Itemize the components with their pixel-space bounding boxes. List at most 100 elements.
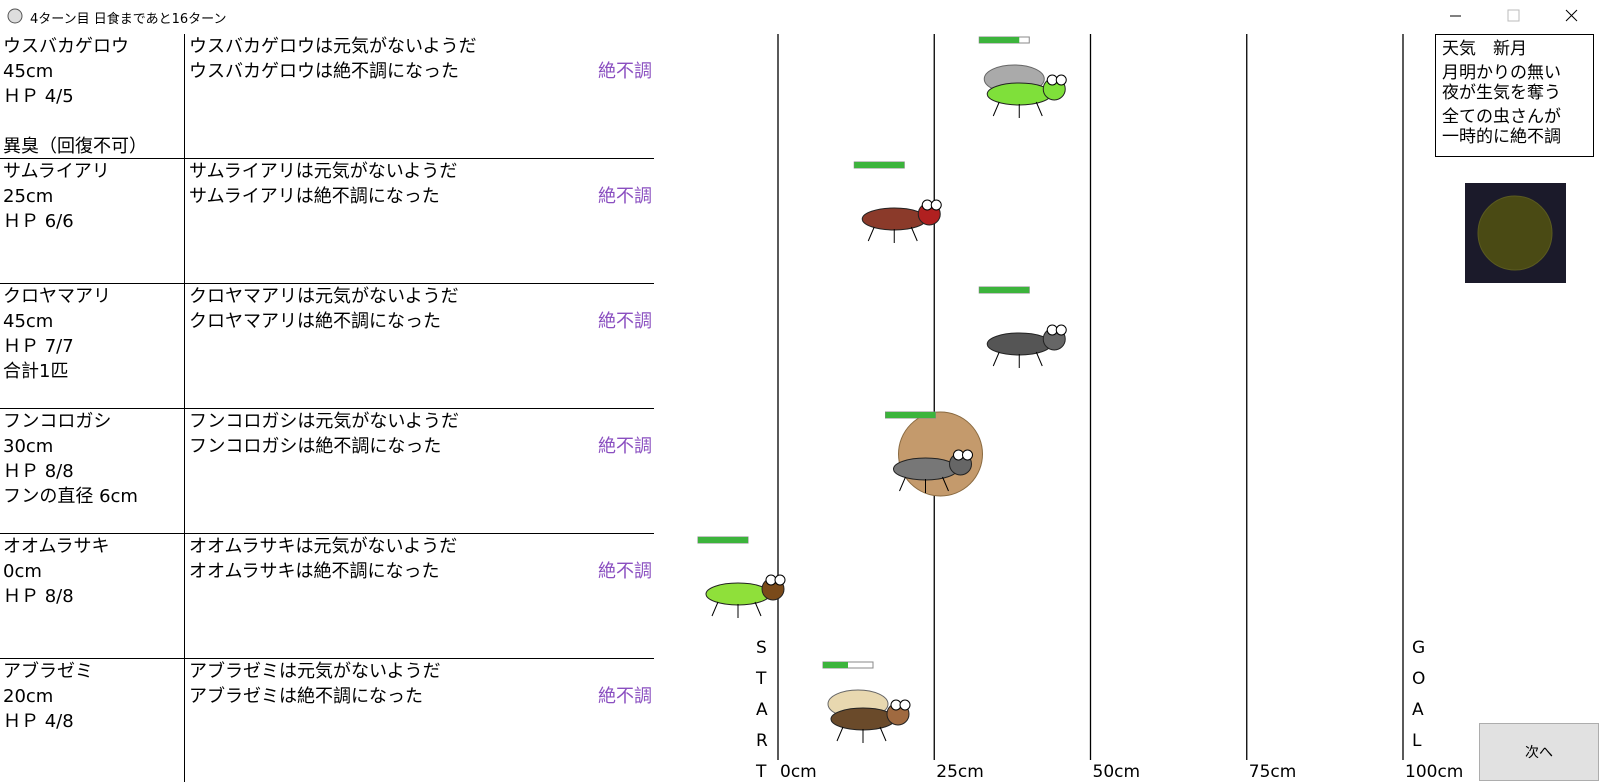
- racer-messages: フンコロガシは元気がないようだ フンコロガシは絶不調になった: [189, 409, 459, 459]
- message-line: ウスバカゲロウは元気がないようだ: [189, 36, 477, 57]
- window-chrome: [7, 8, 1578, 24]
- bug-body: [861, 207, 927, 231]
- weather-line: 夜が生気を奪う: [1442, 83, 1561, 103]
- racer-hp: ＨＰ 4/8: [3, 711, 74, 732]
- start-letter: R: [756, 731, 768, 751]
- bug-body: [986, 82, 1052, 106]
- racer-position: 20cm: [3, 686, 54, 707]
- message-line: アブラゼミは元気がないようだ: [189, 661, 441, 682]
- message-line: フンコロガシは絶不調になった: [189, 436, 442, 457]
- bug-eye: [1055, 74, 1067, 86]
- hp-bar: [885, 412, 936, 418]
- racer-position: 0cm: [3, 561, 42, 582]
- racer-messages: アブラゼミは元気がないようだ アブラゼミは絶不調になった: [189, 659, 441, 709]
- racer-position: 30cm: [3, 436, 54, 457]
- racer-messages: オオムラサキは元気がないようだ オオムラサキは絶不調になった: [189, 534, 457, 584]
- message-line: オオムラサキは絶不調になった: [189, 561, 440, 582]
- racer-status: 絶不調: [598, 311, 652, 332]
- bug-body: [986, 332, 1052, 356]
- goal-letter: L: [1412, 731, 1422, 751]
- bug-sprite: [861, 199, 942, 243]
- hp-bar: [823, 662, 848, 668]
- hp-bar: [979, 37, 1020, 43]
- bug-legs: [711, 601, 762, 618]
- message-line: オオムラサキは元気がないようだ: [189, 536, 458, 557]
- bug-sprite: [983, 64, 1067, 118]
- racer-position: 25cm: [3, 186, 54, 207]
- weather-title: 天気 新月: [1442, 39, 1527, 59]
- racer-messages: クロヤマアリは元気がないようだ クロヤマアリは絶不調になった: [189, 284, 459, 334]
- racer-name: オオムラサキ: [3, 536, 110, 557]
- racer-messages: サムライアリは元気がないようだ サムライアリは絶不調になった: [189, 159, 457, 209]
- distance-label: 100cm: [1405, 762, 1463, 782]
- racer-position: 45cm: [3, 61, 54, 82]
- distance-label: 50cm: [1093, 762, 1141, 782]
- window-title: 4ターン目 日食まであと16ターン: [30, 12, 227, 27]
- message-line: サムライアリは絶不調になった: [189, 186, 440, 207]
- racer-name: フンコロガシ: [3, 411, 112, 432]
- goal-letter: O: [1412, 669, 1425, 689]
- bug-eye: [930, 199, 942, 211]
- title-bar: 4ターン目 日食まであと16ターン: [0, 0, 1602, 32]
- bug-legs: [867, 226, 918, 243]
- racer-note: 合計1匹: [3, 361, 69, 382]
- racer-hp: ＨＰ 7/7: [3, 336, 74, 357]
- hp-bar: [979, 287, 1030, 293]
- message-line: クロヤマアリは絶不調になった: [189, 311, 441, 332]
- message-line: サムライアリは元気がないようだ: [189, 161, 458, 182]
- weather-effect: 月明かりの無い 夜が生気を奪う: [1442, 63, 1587, 103]
- goal-letter: G: [1412, 638, 1425, 658]
- racer-row: アブラゼミ 20cm ＨＰ 4/8 絶不調 アブラゼミは元気がないようだ アブラゼミは絶不…: [0, 659, 654, 782]
- message-line: アブラゼミは絶不調になった: [189, 686, 423, 707]
- next-button[interactable]: 次へ: [1479, 723, 1599, 781]
- racer-position: 45cm: [3, 311, 54, 332]
- racer-name: アブラゼミ: [3, 661, 93, 682]
- close-icon[interactable]: [1565, 9, 1578, 22]
- app-icon: [7, 8, 23, 24]
- moon-icon: [1465, 183, 1566, 283]
- racer-row: ウスバカゲロウ 45cm ＨＰ 4/5 異臭（回復不可） 絶不調 ウスバカゲロウは元気がな…: [0, 34, 654, 159]
- racer-hp: ＨＰ 6/6: [3, 211, 74, 232]
- racer-note: 異臭（回復不可）: [3, 136, 147, 157]
- bug-eye: [899, 699, 911, 711]
- bug-body: [830, 707, 896, 731]
- bug-eye: [774, 574, 786, 586]
- status-panel: ウスバカゲロウ 45cm ＨＰ 4/5 異臭（回復不可） 絶不調 ウスバカゲロウは元気がな…: [0, 34, 654, 782]
- racer-status: 絶不調: [598, 436, 652, 457]
- racer-info: ウスバカゲロウ 45cm ＨＰ 4/5 異臭（回復不可）: [3, 34, 185, 158]
- weather-line: 全ての虫さんが: [1442, 107, 1561, 127]
- message-line: ウスバカゲロウは絶不調になった: [189, 61, 459, 82]
- start-letter: A: [756, 700, 768, 720]
- racer-status: 絶不調: [598, 561, 652, 582]
- weather-box: 天気 新月 月明かりの無い 夜が生気を奪う 全ての虫さんが 一時的に絶不調: [1435, 34, 1594, 157]
- racer-row: フンコロガシ 30cm ＨＰ 8/8 フンの直径 6cm 絶不調 フンコロガシは元気がない…: [0, 409, 654, 534]
- distance-label: 0cm: [780, 762, 817, 782]
- racer-note: フンの直径 6cm: [3, 486, 138, 507]
- bug-legs: [836, 726, 887, 743]
- bug-sprite: [705, 574, 786, 618]
- message-line: クロヤマアリは元気がないようだ: [189, 286, 459, 307]
- racer-info: オオムラサキ 0cm ＨＰ 8/8: [3, 534, 185, 658]
- racer-name: ウスバカゲロウ: [3, 36, 129, 57]
- racer-hp: ＨＰ 4/5: [3, 86, 74, 107]
- bug-sprite: [893, 411, 983, 497]
- bug-body: [705, 582, 771, 606]
- racer-name: サムライアリ: [3, 161, 110, 182]
- maximize-icon[interactable]: [1507, 9, 1520, 22]
- bug-sprite: [986, 324, 1067, 368]
- weather-line: 月明かりの無い: [1442, 63, 1561, 83]
- bug-eye: [1055, 324, 1067, 336]
- weather-effect: 全ての虫さんが 一時的に絶不調: [1442, 107, 1587, 147]
- racer-info: アブラゼミ 20cm ＨＰ 4/8: [3, 659, 185, 782]
- racer-status: 絶不調: [598, 186, 652, 207]
- hp-bar: [698, 537, 748, 543]
- racer-row: オオムラサキ 0cm ＨＰ 8/8 絶不調 オオムラサキは元気がないようだ オオムラサキは…: [0, 534, 654, 659]
- distance-label: 75cm: [1249, 762, 1297, 782]
- racer-messages: ウスバカゲロウは元気がないようだ ウスバカゲロウは絶不調になった: [189, 34, 477, 84]
- message-line: フンコロガシは元気がないようだ: [189, 411, 459, 432]
- racer-hp: ＨＰ 8/8: [3, 461, 74, 482]
- bug-body: [893, 457, 958, 481]
- start-letter: T: [755, 762, 767, 782]
